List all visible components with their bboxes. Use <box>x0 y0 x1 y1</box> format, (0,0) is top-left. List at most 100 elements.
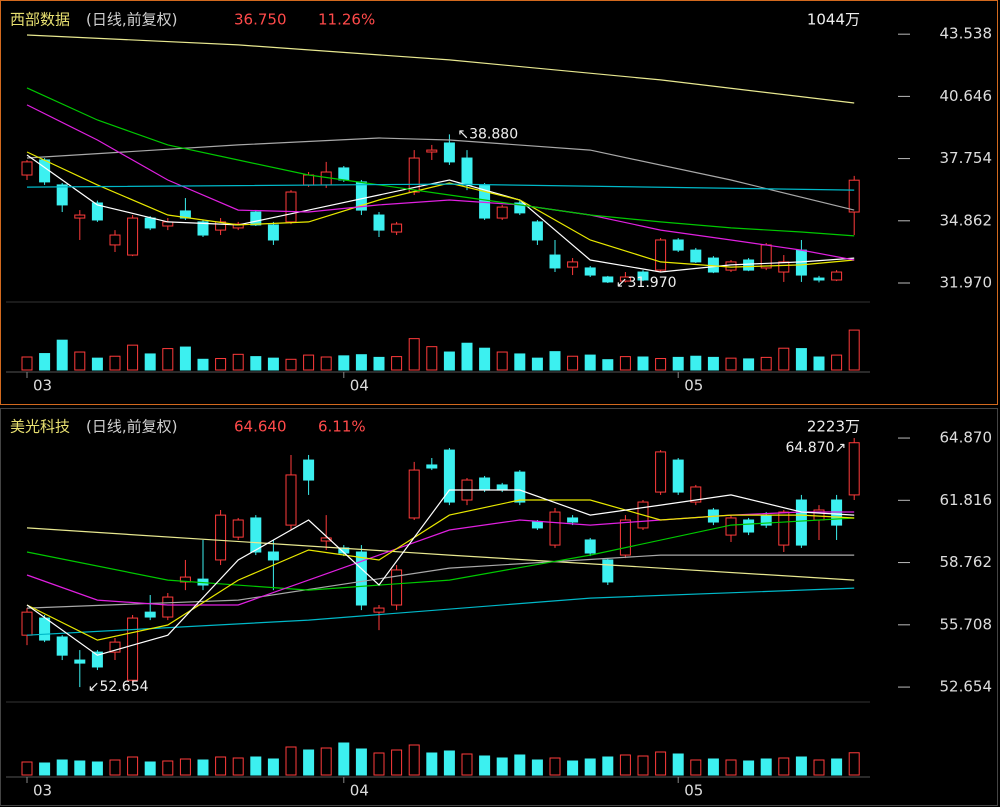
volume-bar <box>21 761 33 776</box>
candle-body <box>109 641 121 653</box>
candle-body <box>303 174 315 186</box>
volume-bar <box>39 353 51 371</box>
volume-bar <box>250 756 262 776</box>
price-annotation: ↖38.880 <box>457 126 518 142</box>
volume-bar <box>179 758 191 776</box>
candle-body <box>619 519 631 556</box>
candle-body <box>285 474 297 526</box>
volume-bar <box>109 355 121 371</box>
candle-body <box>848 442 860 496</box>
volume-bar <box>778 347 790 371</box>
volume-bar <box>637 755 649 776</box>
candle-body <box>162 596 174 618</box>
volume-bar <box>320 356 332 371</box>
candle-body <box>549 254 561 269</box>
candle-body <box>725 517 737 536</box>
ma-line <box>26 34 855 104</box>
ma-line <box>26 587 855 636</box>
volume-bar <box>848 752 860 776</box>
volume-bar <box>373 356 385 371</box>
candle-body <box>267 224 279 241</box>
volume-bar <box>162 348 174 371</box>
volume-bar <box>672 356 684 371</box>
candle-body <box>74 659 86 664</box>
candle-body <box>267 551 279 561</box>
y-tick-label: 52.654 <box>940 678 993 696</box>
volume-bar <box>496 757 508 776</box>
volume-bar <box>320 747 332 776</box>
candle-body <box>56 184 68 206</box>
volume-bar <box>831 758 843 776</box>
candle-body <box>320 537 332 542</box>
volume-bar <box>197 358 209 371</box>
volume-bar <box>391 749 403 776</box>
volume-bar <box>285 358 297 371</box>
volume-bar <box>831 354 843 371</box>
volume-bar <box>443 351 455 371</box>
volume-bar <box>250 356 262 371</box>
candle-body <box>74 214 86 219</box>
y-tick-label: 31.970 <box>940 274 993 292</box>
volume-bar <box>795 348 807 371</box>
stock-name: 西部数据 <box>10 11 70 29</box>
volume-bar <box>655 751 667 776</box>
y-tick-label: 40.646 <box>940 87 993 105</box>
candle-body <box>496 484 508 491</box>
candle-body <box>584 267 596 276</box>
candle-body <box>250 211 262 226</box>
volume-bar <box>144 353 156 371</box>
candle-body <box>690 249 702 263</box>
volume-label: 2223万 <box>807 418 860 436</box>
candle-body <box>531 521 543 529</box>
volume-bar <box>461 342 473 371</box>
candle-body <box>443 142 455 163</box>
volume-bar <box>567 760 579 776</box>
volume-bar <box>760 356 772 371</box>
candle-body <box>39 617 51 641</box>
candle-body <box>743 259 755 271</box>
volume-bar <box>725 759 737 776</box>
volume-bar <box>637 356 649 371</box>
candle-body <box>39 159 51 183</box>
candle-body <box>655 451 667 493</box>
y-tick-label: 43.538 <box>940 25 993 43</box>
volume-bar <box>303 749 315 776</box>
candle-body <box>778 261 790 273</box>
candle-body <box>795 499 807 546</box>
candle-body <box>144 217 156 229</box>
ma-line <box>26 554 855 609</box>
volume-bar <box>725 357 737 371</box>
candle-body <box>426 464 438 469</box>
candle-body <box>127 617 139 681</box>
volume-bar <box>21 356 33 371</box>
volume-bar <box>74 351 86 371</box>
volume-bar <box>91 761 103 776</box>
y-tick-label: 37.754 <box>940 149 993 167</box>
volume-bar <box>303 354 315 371</box>
volume-bar <box>109 759 121 776</box>
volume-bar <box>479 755 491 776</box>
x-tick-label: 05 <box>684 782 703 800</box>
candle-body <box>514 471 526 503</box>
candle-body <box>461 157 473 186</box>
candle-body <box>743 519 755 533</box>
volume-bar <box>655 358 667 371</box>
candle-body <box>760 244 772 269</box>
volume-bar <box>74 760 86 776</box>
candle-body <box>637 271 649 281</box>
volume-bar <box>179 346 191 371</box>
volume-bar <box>813 759 825 776</box>
candle-body <box>179 576 191 583</box>
candle-body <box>778 511 790 546</box>
candle-body <box>232 223 244 229</box>
candle-body <box>91 651 103 668</box>
x-tick-label: 03 <box>33 782 52 800</box>
volume-bar <box>215 756 227 776</box>
volume-bar <box>549 351 561 371</box>
ma-line <box>26 489 855 656</box>
candle-body <box>672 239 684 251</box>
volume-bar <box>338 355 350 371</box>
volume-bar <box>531 357 543 371</box>
x-tick-label: 04 <box>350 377 369 395</box>
